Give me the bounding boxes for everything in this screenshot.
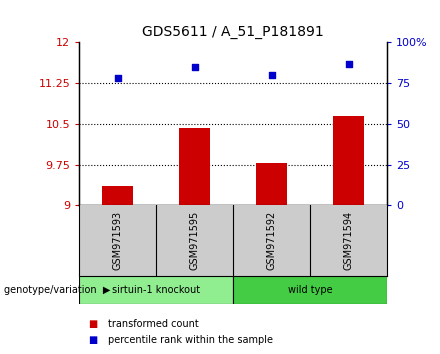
Bar bbox=[180, 128, 210, 205]
Text: wild type: wild type bbox=[288, 285, 333, 295]
Text: GSM971592: GSM971592 bbox=[267, 211, 277, 270]
Text: genotype/variation  ▶: genotype/variation ▶ bbox=[4, 285, 111, 295]
Bar bbox=[334, 116, 364, 205]
Bar bbox=[256, 163, 287, 205]
Point bbox=[345, 61, 352, 67]
Point bbox=[191, 64, 198, 70]
Text: GSM971593: GSM971593 bbox=[113, 211, 123, 270]
Bar bbox=[79, 276, 233, 304]
Title: GDS5611 / A_51_P181891: GDS5611 / A_51_P181891 bbox=[142, 25, 324, 39]
Text: GSM971594: GSM971594 bbox=[344, 211, 354, 270]
Point bbox=[268, 72, 275, 78]
Text: GSM971595: GSM971595 bbox=[190, 211, 200, 270]
Text: transformed count: transformed count bbox=[108, 319, 198, 329]
Text: percentile rank within the sample: percentile rank within the sample bbox=[108, 335, 273, 345]
Bar bbox=[233, 276, 387, 304]
Bar bbox=[102, 186, 133, 205]
Point bbox=[114, 75, 121, 81]
Text: sirtuin-1 knockout: sirtuin-1 knockout bbox=[112, 285, 200, 295]
Text: ■: ■ bbox=[88, 335, 97, 345]
Text: ■: ■ bbox=[88, 319, 97, 329]
